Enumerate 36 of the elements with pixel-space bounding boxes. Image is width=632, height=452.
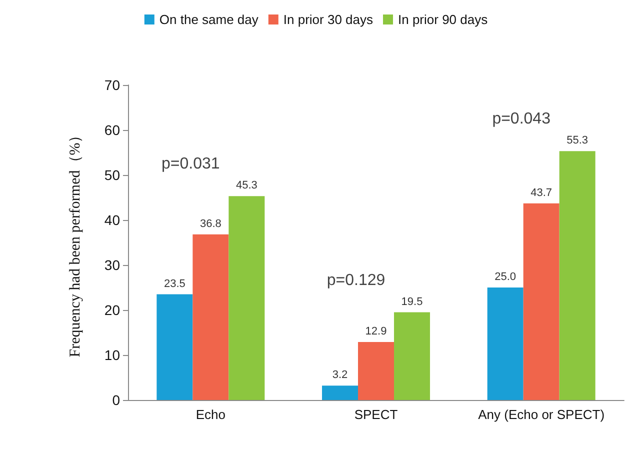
bar xyxy=(192,234,229,400)
annotation: p=0.031 xyxy=(162,156,220,173)
y-tick-label: 60 xyxy=(104,122,120,138)
y-tick-label: 40 xyxy=(104,212,120,228)
bar xyxy=(358,342,394,400)
y-tick-label: 70 xyxy=(104,77,120,93)
legend-label: On the same day xyxy=(159,12,259,27)
y-tick-label: 50 xyxy=(104,167,120,183)
data-label: 43.7 xyxy=(530,186,552,199)
data-label: 36.8 xyxy=(200,218,222,230)
x-tick-label: Echo xyxy=(196,407,226,422)
data-label: 45.3 xyxy=(236,180,258,192)
y-axis-title: Frequency had been performed（%） xyxy=(68,128,84,358)
y-tick-label: 0 xyxy=(112,392,120,408)
x-tick-label: SPECT xyxy=(354,407,398,422)
y-tick-label: 30 xyxy=(104,257,120,273)
bar xyxy=(228,196,265,400)
data-label: 3.2 xyxy=(332,369,348,382)
y-tick-label: 10 xyxy=(104,347,120,363)
bar xyxy=(394,312,430,400)
data-label: 23.5 xyxy=(164,278,186,290)
x-tick-label: Any (Echo or SPECT) xyxy=(478,407,605,422)
bar xyxy=(322,386,358,400)
bar xyxy=(156,294,193,400)
data-label: 19.5 xyxy=(401,296,423,308)
data-label: 55.3 xyxy=(566,134,588,147)
data-label: 12.9 xyxy=(365,325,387,338)
y-tick-label: 20 xyxy=(104,302,120,318)
annotation: p=0.129 xyxy=(326,272,386,289)
bar xyxy=(559,151,596,400)
bar xyxy=(487,288,524,400)
legend-label: In prior 30 days xyxy=(283,12,374,27)
annotation: p=0.043 xyxy=(492,110,551,128)
legend-label: In prior 90 days xyxy=(398,12,488,27)
bar xyxy=(523,203,560,400)
data-label: 25.0 xyxy=(494,271,516,283)
